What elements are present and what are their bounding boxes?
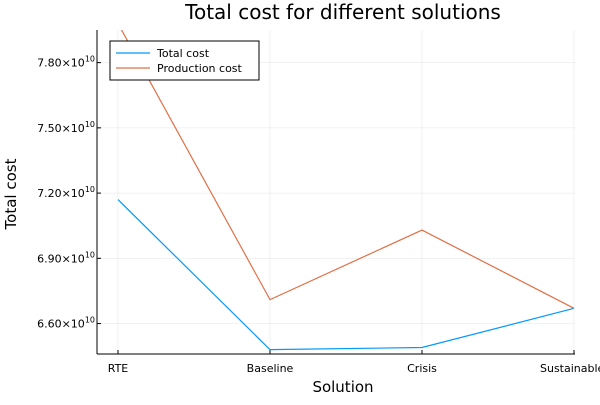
series-line-2 <box>120 30 575 309</box>
y-tick-label: 6.90×1010 <box>37 250 95 265</box>
series-line-1 <box>117 199 575 351</box>
x-tick-label: RTE <box>108 362 129 375</box>
legend-label: Total cost <box>156 47 210 60</box>
y-tick-label: 7.50×1010 <box>37 120 95 135</box>
legend: Total cost Production cost <box>109 40 260 81</box>
series-lines <box>117 30 575 351</box>
x-axis-label: Solution <box>312 378 373 396</box>
x-tick-label: Crisis <box>407 362 437 375</box>
legend-box <box>109 40 260 81</box>
x-tick-label: Baseline <box>247 362 294 375</box>
y-tick-label: 7.20×1010 <box>37 185 95 200</box>
x-tick-label: Sustainable <box>540 362 600 375</box>
axes <box>96 30 575 355</box>
y-axis-label: Total cost <box>2 158 20 230</box>
y-tick-label: 6.60×1010 <box>37 316 95 331</box>
y-tick-label: 7.80×1010 <box>37 55 95 70</box>
chart-title: Total cost for different solutions <box>184 0 501 24</box>
legend-label: Production cost <box>157 62 243 75</box>
tick-labels: RTE Baseline Crisis Sustainable 6.60×1010 6.9… <box>37 55 600 375</box>
